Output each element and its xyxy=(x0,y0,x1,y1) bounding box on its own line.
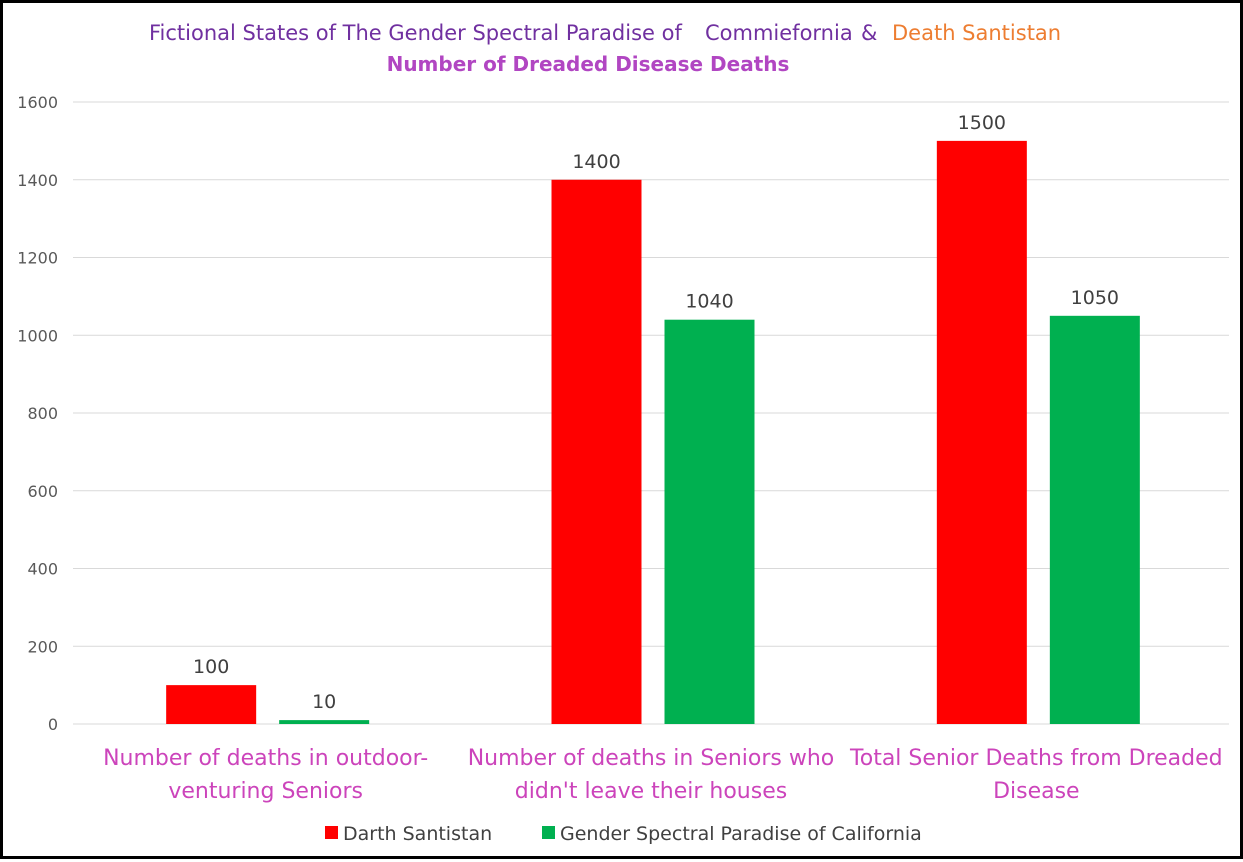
y-tick-label: 1200 xyxy=(17,249,58,268)
data-label: 1040 xyxy=(685,291,733,313)
data-label: 1050 xyxy=(1071,287,1119,309)
x-axis-categories: Number of deaths in outdoor-venturing Se… xyxy=(103,746,1223,804)
chart-subtitle: Number of Dreaded Disease Deaths xyxy=(387,52,790,76)
bar-darth-santistan-2 xyxy=(936,140,1027,724)
chart-title: Fictional States of The Gender Spectral … xyxy=(149,21,1061,45)
title-ampersand: & xyxy=(861,21,877,45)
bar-gender-spectral-1 xyxy=(664,319,755,724)
bar-darth-santistan-1 xyxy=(551,179,642,724)
bar-chart: Fictional States of The Gender Spectral … xyxy=(17,21,1229,845)
y-tick-label: 200 xyxy=(27,637,58,656)
title-death-santistan: Death Santistan xyxy=(892,21,1061,45)
y-tick-label: 0 xyxy=(48,715,58,734)
title-commiefornia: Commiefornia xyxy=(705,21,853,45)
data-label: 1500 xyxy=(958,112,1006,134)
bars xyxy=(166,140,1140,724)
bar-darth-santistan-0 xyxy=(166,685,257,724)
bar-gender-spectral-2 xyxy=(1049,315,1140,724)
legend-swatch xyxy=(542,826,555,839)
x-category-label: Total Senior Deaths from Dreaded Disease xyxy=(849,746,1223,804)
data-label: 1400 xyxy=(572,151,620,173)
y-tick-label: 800 xyxy=(27,404,58,423)
x-category-label: Number of deaths in Seniors who didn't le… xyxy=(468,746,835,804)
bar-gender-spectral-0 xyxy=(279,720,370,724)
data-labels: 100 10 1400 1040 1500 1050 xyxy=(193,112,1119,713)
y-tick-label: 400 xyxy=(27,560,58,579)
legend-label: Darth Santistan xyxy=(343,823,492,845)
grid-lines xyxy=(73,101,1229,725)
title-main: Fictional States of The Gender Spectral … xyxy=(149,21,682,45)
y-tick-label: 600 xyxy=(27,482,58,501)
x-category-label: Number of deaths in outdoor-venturing Se… xyxy=(103,746,428,804)
legend: Darth Santistan Gender Spectral Paradise … xyxy=(325,823,922,845)
legend-swatch xyxy=(325,826,338,839)
data-label: 10 xyxy=(312,691,336,713)
y-tick-label: 1400 xyxy=(17,171,58,190)
y-tick-label: 1000 xyxy=(17,326,58,345)
y-axis-ticks: 0 200 400 600 800 1000 1200 1400 1600 xyxy=(17,93,58,734)
y-tick-label: 1600 xyxy=(17,93,58,112)
legend-label: Gender Spectral Paradise of California xyxy=(560,823,922,845)
data-label: 100 xyxy=(193,656,229,678)
